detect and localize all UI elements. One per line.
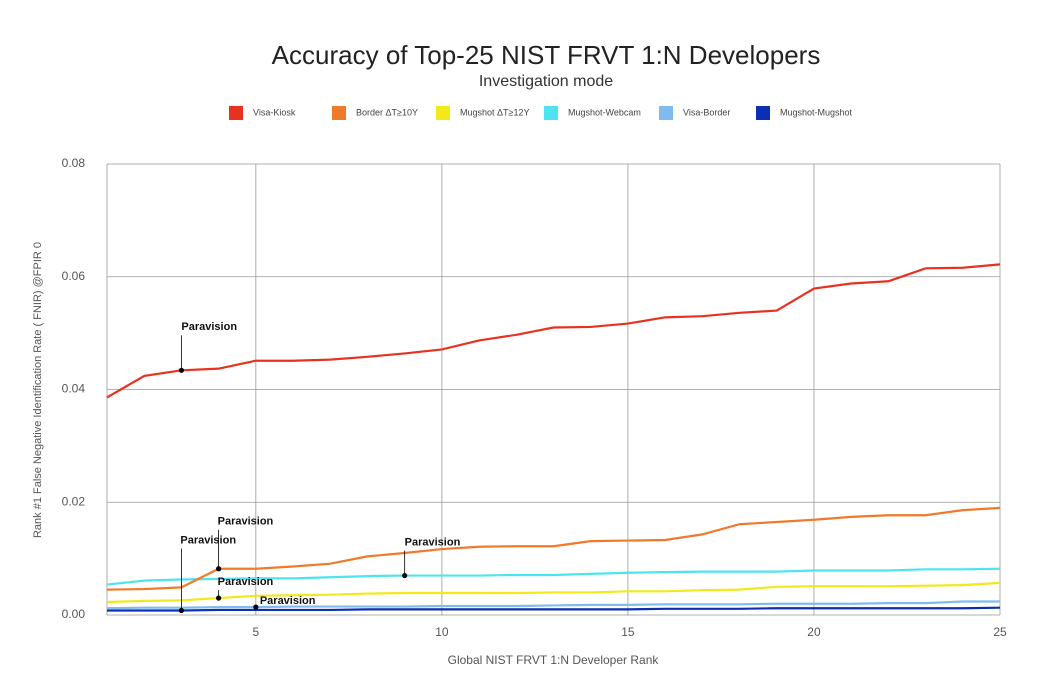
legend-label: Visa-Border	[683, 107, 730, 117]
series-line	[106, 567, 1001, 586]
annotation-dot	[402, 572, 408, 579]
series-line	[106, 581, 1001, 604]
annotation-dot	[216, 595, 222, 601]
annotation-label: Paravision	[260, 595, 316, 607]
legend-label: Border ΔT≥10Y	[356, 107, 418, 117]
annotation-label: Paravision	[405, 536, 461, 548]
legend-label: Mugshot-Webcam	[568, 107, 641, 117]
y-tick-label: 0.06	[62, 269, 86, 283]
chart-subtitle: Investigation mode	[479, 73, 613, 90]
x-tick-label: 20	[807, 625, 821, 639]
legend-swatch	[756, 106, 770, 120]
legend-swatch	[544, 106, 558, 120]
annotation-label: Paravision	[180, 534, 236, 546]
legend-swatch	[436, 106, 450, 120]
x-tick-label: 15	[621, 625, 635, 639]
annotation-label: Paravision	[218, 576, 274, 588]
series-line	[106, 506, 1001, 591]
legend-swatch	[229, 106, 243, 120]
y-tick-label: 0.00	[62, 607, 86, 621]
x-tick-label: 5	[252, 625, 259, 639]
x-tick-label: 10	[435, 625, 449, 639]
chart-title: Accuracy of Top-25 NIST FRVT 1:N Develop…	[272, 40, 821, 70]
annotation-dot	[216, 566, 222, 572]
annotation-label: Paravision	[218, 516, 274, 528]
y-tick-label: 0.02	[62, 494, 86, 508]
legend-swatch	[659, 106, 673, 120]
x-tick-label: 25	[993, 625, 1007, 639]
y-tick-label: 0.08	[62, 156, 86, 170]
series-line	[107, 606, 1001, 612]
legend-label: Mugshot-Mugshot	[780, 107, 853, 117]
x-axis-label: Global NIST FRVT 1:N Developer Rank	[448, 653, 660, 667]
y-tick-label: 0.04	[62, 382, 86, 396]
legend-label: Mugshot ΔT≥12Y	[460, 107, 529, 117]
annotation-dot	[178, 607, 185, 614]
annotation-label: Paravision	[181, 321, 237, 333]
y-axis-label: Rank #1 False Negative Identification Ra…	[32, 242, 44, 538]
series-line	[106, 263, 1001, 399]
annotation-dot	[253, 604, 259, 610]
legend-label: Visa-Kiosk	[253, 107, 296, 117]
annotation-dot	[178, 367, 185, 373]
legend-swatch	[332, 106, 346, 120]
